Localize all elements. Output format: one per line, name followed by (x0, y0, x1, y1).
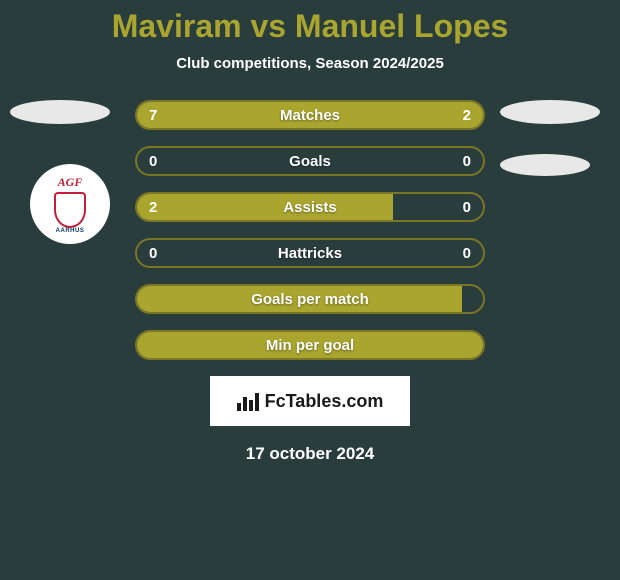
subtitle: Club competitions, Season 2024/2025 (0, 55, 620, 72)
stat-row: 7Matches2 (135, 100, 485, 130)
player-ellipse-right-2 (500, 154, 590, 176)
stat-value-right: 0 (463, 153, 471, 170)
bar-chart-icon (237, 391, 259, 411)
stat-row: 0Hattricks0 (135, 238, 485, 268)
page-title: Maviram vs Manuel Lopes (0, 8, 620, 45)
stat-row: Goals per match (135, 284, 485, 314)
stat-label: Goals per match (137, 291, 483, 308)
stat-label: Matches (137, 107, 483, 124)
stat-label: Hattricks (137, 245, 483, 262)
stat-label: Assists (137, 199, 483, 216)
left-player-graphics: AGF AARHUS (10, 100, 110, 244)
right-player-graphics (500, 100, 600, 176)
fctables-logo-box: FcTables.com (210, 376, 410, 426)
badge-shield-icon (54, 192, 86, 228)
player-ellipse-right-1 (500, 100, 600, 124)
comparison-infographic: Maviram vs Manuel Lopes Club competition… (0, 0, 620, 464)
stat-bars-column: 7Matches20Goals02Assists00Hattricks0Goal… (135, 100, 485, 360)
badge-bottom-text: AARHUS (56, 228, 85, 234)
stat-label: Min per goal (137, 337, 483, 354)
player-ellipse-left (10, 100, 110, 124)
stat-value-right: 0 (463, 199, 471, 216)
fctables-label: FcTables.com (265, 391, 384, 412)
stats-area: AGF AARHUS 7Matches20Goals02Assists00Hat… (0, 100, 620, 360)
stat-value-right: 2 (463, 107, 471, 124)
date-text: 17 october 2024 (0, 444, 620, 464)
stat-row: 2Assists0 (135, 192, 485, 222)
stat-label: Goals (137, 153, 483, 170)
stat-row: Min per goal (135, 330, 485, 360)
club-badge-agf: AGF AARHUS (30, 164, 110, 244)
stat-row: 0Goals0 (135, 146, 485, 176)
stat-value-right: 0 (463, 245, 471, 262)
badge-top-text: AGF (58, 175, 83, 190)
